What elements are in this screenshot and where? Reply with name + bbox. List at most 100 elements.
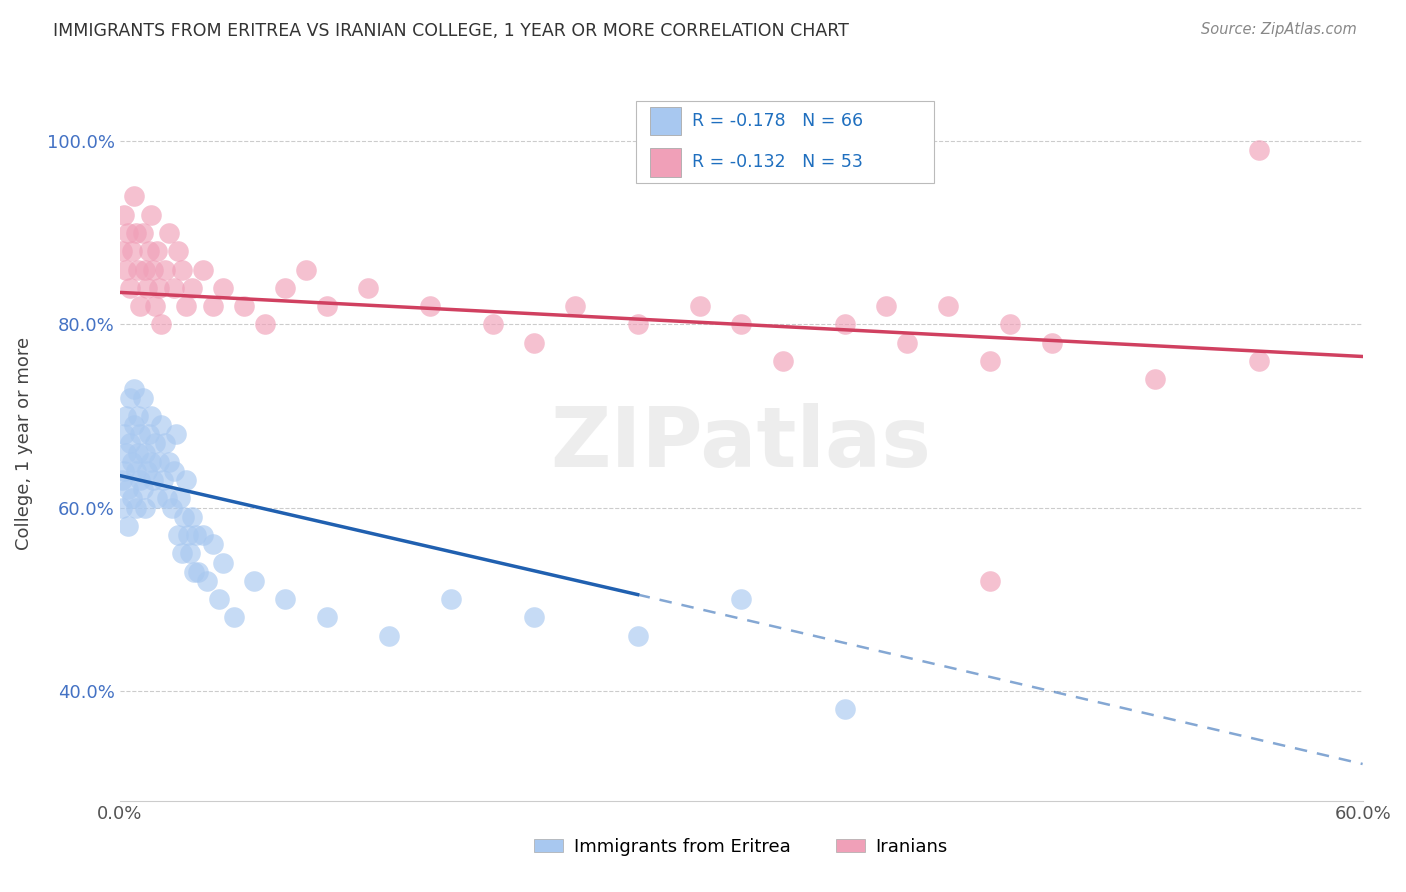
Point [134, 445, 156, 459]
Point [316, 610, 339, 624]
Point [170, 546, 193, 560]
Y-axis label: College, 1 year or more: College, 1 year or more [15, 337, 32, 550]
Point [179, 546, 201, 560]
Point [440, 592, 463, 607]
Point [129, 427, 152, 442]
Point [162, 464, 184, 478]
Point [181, 509, 204, 524]
Text: R = -0.178   N = 66: R = -0.178 N = 66 [692, 112, 863, 130]
Text: ZIPatlas: ZIPatlas [551, 403, 932, 484]
Point [1144, 372, 1167, 386]
Text: IMMIGRANTS FROM ERITREA VS IRANIAN COLLEGE, 1 YEAR OR MORE CORRELATION CHART: IMMIGRANTS FROM ERITREA VS IRANIAN COLLE… [53, 22, 849, 40]
Point [122, 189, 145, 203]
Point [834, 318, 856, 332]
Point [253, 318, 276, 332]
Point [730, 318, 752, 332]
Point [523, 610, 546, 624]
Point [357, 281, 380, 295]
Point [212, 281, 235, 295]
Point [127, 262, 149, 277]
Point [127, 445, 149, 459]
Point [134, 500, 156, 515]
Point [155, 262, 177, 277]
Point [112, 208, 135, 222]
Point [131, 226, 153, 240]
Point [148, 281, 170, 295]
Legend: Immigrants from Eritrea, Iranians: Immigrants from Eritrea, Iranians [527, 830, 955, 863]
Point [143, 299, 166, 313]
Point [173, 509, 195, 524]
Point [120, 281, 142, 295]
Point [212, 556, 235, 570]
Point [156, 491, 179, 506]
Point [111, 473, 134, 487]
Point [146, 244, 169, 259]
Point [201, 537, 224, 551]
Point [166, 244, 188, 259]
Point [174, 473, 197, 487]
Point [131, 483, 153, 497]
Point [160, 500, 183, 515]
Point [139, 455, 162, 469]
Point [191, 262, 214, 277]
Point [1247, 354, 1270, 368]
Point [112, 464, 135, 478]
Point [139, 409, 162, 423]
Point [148, 455, 170, 469]
Point [181, 281, 204, 295]
Point [875, 299, 897, 313]
Point [146, 491, 169, 506]
Point [117, 483, 139, 497]
Point [165, 427, 187, 442]
Point [233, 299, 256, 313]
Point [274, 281, 297, 295]
Point [138, 244, 160, 259]
Point [183, 565, 205, 579]
Point [115, 445, 138, 459]
Point [142, 262, 165, 277]
Point [120, 391, 142, 405]
Point [135, 464, 157, 478]
Point [122, 382, 145, 396]
Point [295, 262, 318, 277]
Point [201, 299, 224, 313]
Point [896, 335, 918, 350]
Point [834, 702, 856, 716]
Point [191, 528, 214, 542]
Point [139, 208, 162, 222]
Point [187, 565, 209, 579]
Text: R = -0.132   N = 53: R = -0.132 N = 53 [692, 153, 863, 171]
Point [689, 299, 711, 313]
Point [523, 335, 546, 350]
Point [195, 574, 218, 588]
Point [243, 574, 266, 588]
Point [134, 262, 156, 277]
Point [152, 473, 174, 487]
Point [111, 244, 134, 259]
Point [115, 262, 138, 277]
Point [150, 318, 173, 332]
Point [138, 427, 160, 442]
Point [142, 473, 165, 487]
Point [121, 491, 143, 506]
Point [150, 418, 173, 433]
Point [117, 519, 139, 533]
Point [125, 500, 148, 515]
Point [222, 610, 245, 624]
Point [125, 464, 148, 478]
Point [626, 318, 648, 332]
Point [772, 354, 794, 368]
Point [115, 409, 138, 423]
Point [419, 299, 441, 313]
Point [155, 436, 177, 450]
Point [979, 574, 1001, 588]
Point [111, 500, 134, 515]
Point [112, 427, 135, 442]
Point [120, 436, 142, 450]
Point [169, 491, 191, 506]
Point [159, 455, 181, 469]
Point [481, 318, 503, 332]
Point [135, 281, 157, 295]
Point [1040, 335, 1063, 350]
Point [129, 473, 152, 487]
